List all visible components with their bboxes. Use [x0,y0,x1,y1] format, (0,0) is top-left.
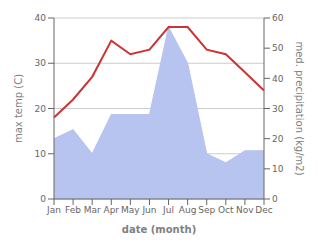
svg-text:20: 20 [272,134,284,144]
svg-text:50: 50 [272,43,284,53]
svg-text:Jan: Jan [46,205,61,215]
svg-text:30: 30 [272,104,284,114]
svg-text:Apr: Apr [103,205,119,215]
svg-text:Oct: Oct [218,205,234,215]
svg-text:Dec: Dec [255,205,272,215]
svg-text:Mar: Mar [84,205,101,215]
svg-text:20: 20 [35,104,47,114]
svg-text:date (month): date (month) [122,224,196,235]
svg-text:60: 60 [272,13,284,23]
svg-text:May: May [121,205,140,215]
svg-text:Feb: Feb [65,205,81,215]
svg-text:40: 40 [272,74,284,84]
svg-text:Nov: Nov [236,205,254,215]
svg-text:40: 40 [35,13,47,23]
svg-text:Jul: Jul [162,205,174,215]
svg-text:med. precipitation (kg/m2): med. precipitation (kg/m2) [294,41,305,175]
svg-text:Aug: Aug [179,205,197,215]
svg-text:10: 10 [272,164,284,174]
svg-text:Sep: Sep [198,205,215,215]
svg-text:Jun: Jun [141,205,156,215]
svg-text:10: 10 [35,149,47,159]
svg-text:max temp (C): max temp (C) [13,74,24,143]
svg-text:30: 30 [35,58,47,68]
svg-text:0: 0 [272,194,278,204]
svg-text:0: 0 [40,194,46,204]
